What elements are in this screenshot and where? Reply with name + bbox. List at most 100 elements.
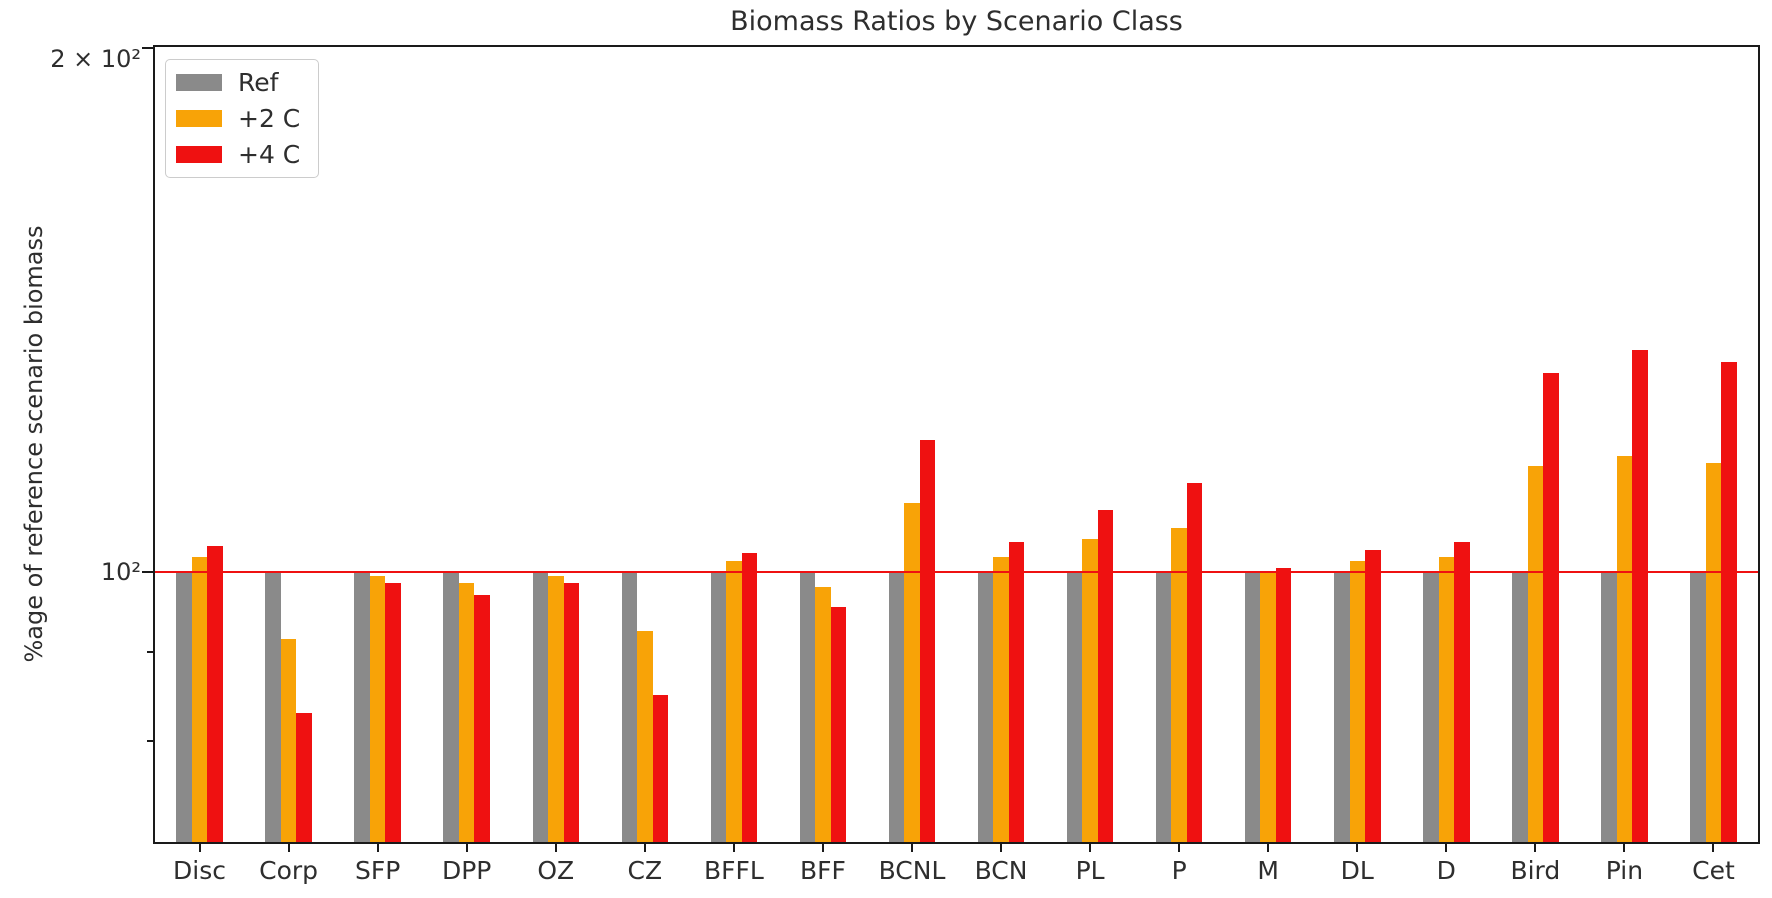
- bar-m-plus2c: [1260, 571, 1276, 842]
- x-tick-label: BCNL: [878, 856, 946, 885]
- bar-bcn-plus4c: [1008, 542, 1025, 842]
- bar-dpp-plus4c: [474, 594, 490, 842]
- x-tick-mark: [287, 842, 290, 852]
- y-tick-mark: [142, 570, 155, 573]
- bar-m-ref: [1244, 571, 1261, 842]
- bar-dl-ref: [1334, 571, 1350, 842]
- bar-dl-plus2c: [1349, 560, 1365, 842]
- x-tick-label: DPP: [441, 856, 492, 885]
- x-tick-label: DL: [1340, 856, 1374, 885]
- x-tick-label: Corp: [259, 856, 319, 885]
- x-tick-label: Pin: [1605, 856, 1644, 885]
- bar-bff-plus4c: [830, 606, 847, 842]
- plot-area: Ref +2 C +4 C Disc Corp SFP DPP OZ CZ BFFL BFF B…: [50, 45, 1760, 885]
- x-tick-mark: [732, 842, 735, 852]
- x-tick-label: OZ: [537, 856, 575, 885]
- bar-bcnl-plus4c: [919, 440, 936, 842]
- bar-cz-plus2c: [637, 630, 653, 842]
- x-tick-label: P: [1171, 856, 1187, 885]
- bar-bcnl-plus2c: [904, 503, 920, 842]
- bar-oz-plus4c: [563, 583, 579, 842]
- bar-dpp-ref: [443, 571, 459, 842]
- x-tick-mark: [465, 842, 468, 852]
- legend-entry-plus2c: +2 C: [176, 106, 300, 131]
- x-tick-mark: [1356, 842, 1359, 852]
- legend-entry-plus4c: +4 C: [176, 142, 300, 167]
- x-tick-mark: [1623, 842, 1626, 852]
- bar-cet-plus4c: [1721, 361, 1737, 842]
- reference-line: [155, 570, 1758, 573]
- legend-swatch-plus2c: [176, 110, 222, 127]
- x-tick-label: Cet: [1692, 856, 1735, 885]
- x-tick-mark: [554, 842, 557, 852]
- x-tick-mark: [821, 842, 824, 852]
- x-tick-mark: [910, 842, 913, 852]
- x-tick-label: BFF: [799, 856, 846, 885]
- y-tick-label: 2 × 10²: [50, 45, 141, 73]
- legend-label-plus2c: +2 C: [238, 104, 301, 133]
- bar-pl-ref: [1066, 571, 1083, 842]
- y-minor-tick-mark: [147, 650, 155, 653]
- x-tick-label: CZ: [627, 856, 663, 885]
- x-tick-label: Bird: [1510, 856, 1561, 885]
- x-tick-label: M: [1257, 856, 1279, 885]
- legend-label-plus4c: +4 C: [238, 140, 301, 169]
- bar-cet-plus2c: [1705, 462, 1722, 842]
- bar-d-ref: [1423, 571, 1439, 842]
- bar-oz-plus2c: [548, 575, 564, 842]
- x-tick-mark: [198, 842, 201, 852]
- x-tick-label: Disc: [173, 856, 226, 885]
- bar-sfp-plus2c: [369, 575, 386, 842]
- bar-bff-plus2c: [815, 587, 831, 842]
- bar-bird-plus2c: [1527, 466, 1544, 842]
- bar-pin-plus2c: [1616, 456, 1633, 842]
- bar-pl-plus2c: [1082, 538, 1098, 842]
- bar-pl-plus4c: [1097, 510, 1114, 842]
- bar-pin-plus4c: [1632, 350, 1648, 842]
- bar-bffl-plus4c: [741, 553, 758, 842]
- legend-swatch-plus4c: [176, 146, 222, 163]
- bar-bird-ref: [1512, 571, 1528, 842]
- x-tick-label: BFFL: [703, 856, 764, 885]
- bar-bffl-ref: [710, 571, 727, 842]
- bar-bcn-plus2c: [993, 556, 1009, 842]
- x-tick-label: BCN: [974, 856, 1028, 885]
- bar-cz-plus4c: [652, 694, 669, 842]
- y-axis-label: %age of reference scenario biomass: [20, 225, 48, 663]
- x-tick-mark: [376, 842, 379, 852]
- x-tick-mark: [1534, 842, 1537, 852]
- legend-swatch-ref: [176, 74, 222, 91]
- bar-cet-ref: [1690, 571, 1706, 842]
- y-tick-label: 10²: [100, 557, 141, 586]
- legend-entry-ref: Ref: [176, 70, 300, 95]
- bar-disc-plus2c: [191, 556, 208, 842]
- x-tick-mark: [1178, 842, 1181, 852]
- bar-bff-ref: [799, 571, 816, 842]
- x-tick-mark: [643, 842, 646, 852]
- bar-d-plus4c: [1454, 542, 1470, 842]
- bar-sfp-ref: [354, 571, 370, 842]
- x-tick-mark: [1712, 842, 1715, 852]
- bar-corp-ref: [265, 571, 281, 842]
- bar-disc-ref: [176, 571, 192, 842]
- x-tick-mark: [1000, 842, 1003, 852]
- x-tick-label: SFP: [354, 856, 401, 885]
- y-minor-tick-mark: [147, 739, 155, 742]
- bar-disc-plus4c: [207, 545, 223, 842]
- x-tick-mark: [1267, 842, 1270, 852]
- x-tick-mark: [1089, 842, 1092, 852]
- x-tick-label: PL: [1075, 856, 1105, 885]
- bar-pin-ref: [1601, 571, 1617, 842]
- bar-bffl-plus2c: [726, 560, 742, 842]
- bar-dl-plus4c: [1365, 549, 1381, 842]
- bar-sfp-plus4c: [385, 583, 401, 842]
- bar-corp-plus2c: [280, 639, 297, 842]
- bar-p-ref: [1155, 571, 1172, 842]
- bar-corp-plus4c: [296, 713, 312, 842]
- bar-bird-plus4c: [1543, 373, 1559, 842]
- bar-p-plus2c: [1171, 527, 1187, 842]
- bar-d-plus2c: [1438, 556, 1455, 842]
- x-tick-label: D: [1436, 856, 1456, 885]
- bar-dpp-plus2c: [458, 583, 475, 842]
